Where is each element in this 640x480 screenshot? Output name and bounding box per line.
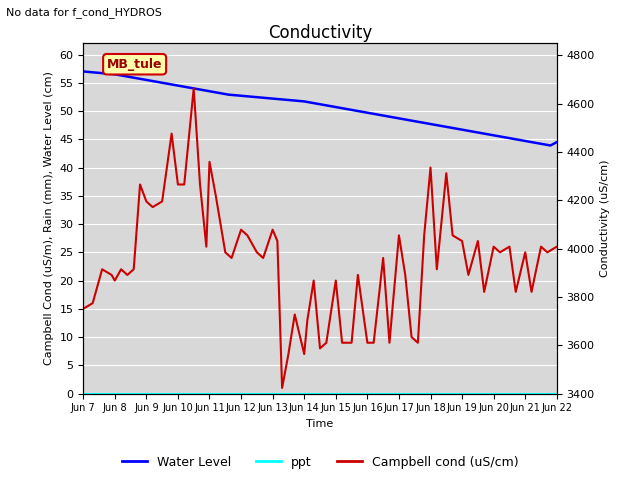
Y-axis label: Conductivity (uS/cm): Conductivity (uS/cm): [600, 160, 611, 277]
Text: MB_tule: MB_tule: [107, 58, 163, 71]
Text: No data for f_cond_HYDROS: No data for f_cond_HYDROS: [6, 7, 163, 18]
Title: Conductivity: Conductivity: [268, 24, 372, 42]
Y-axis label: Campbell Cond (uS/m), Rain (mm), Water Level (cm): Campbell Cond (uS/m), Rain (mm), Water L…: [44, 72, 54, 365]
Legend: Water Level, ppt, Campbell cond (uS/cm): Water Level, ppt, Campbell cond (uS/cm): [116, 451, 524, 474]
X-axis label: Time: Time: [307, 419, 333, 429]
